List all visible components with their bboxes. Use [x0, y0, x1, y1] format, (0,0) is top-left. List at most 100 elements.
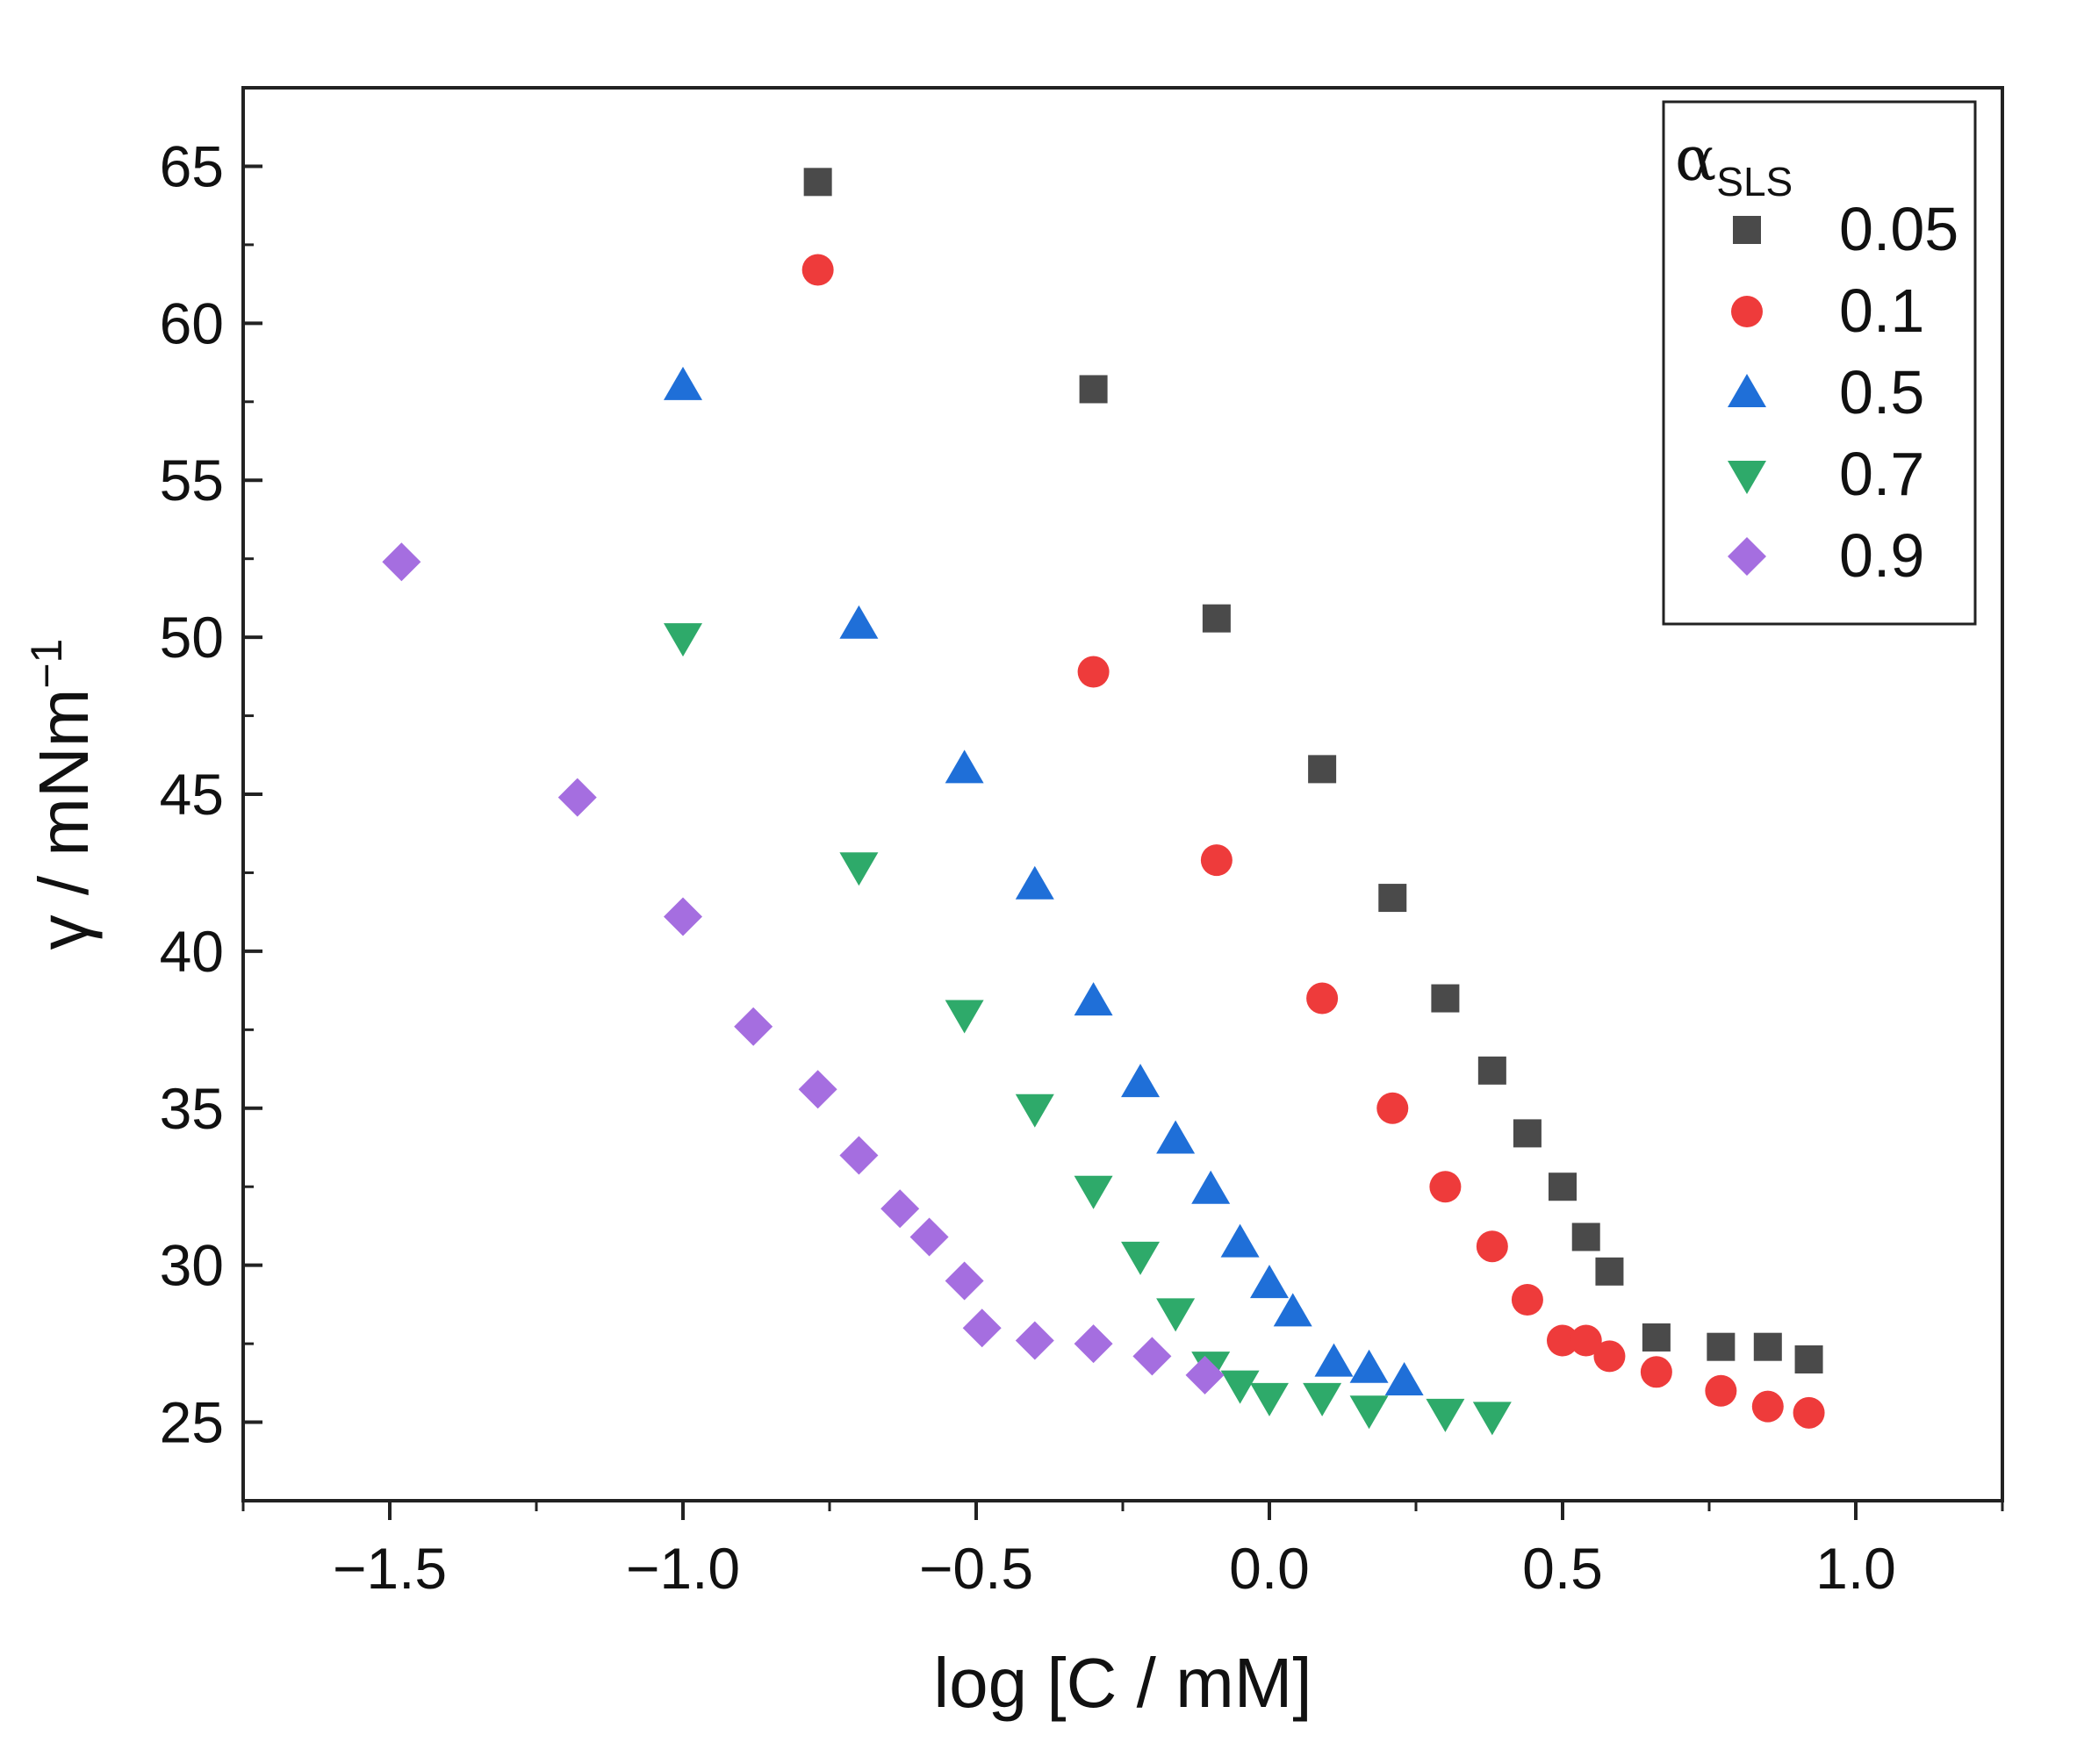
data-point: [1349, 1395, 1389, 1430]
data-point: [945, 1261, 984, 1301]
data-point: [1132, 1337, 1172, 1376]
data-point: [1547, 1324, 1578, 1357]
legend-marker: [1728, 374, 1766, 407]
data-point: [1308, 755, 1337, 784]
data-point: [798, 1070, 837, 1109]
data-point: [1431, 984, 1460, 1013]
data-point: [1640, 1356, 1672, 1388]
y-tick-label: 45: [160, 762, 224, 827]
data-point: [839, 605, 879, 639]
y-axis-title-superscript: −1: [22, 639, 71, 689]
data-point: [1751, 1390, 1784, 1423]
data-point: [1156, 1298, 1196, 1332]
y-tick-label: 60: [160, 290, 224, 355]
data-point: [1306, 982, 1339, 1015]
data-point: [1121, 1241, 1161, 1275]
data-point: [1015, 1094, 1054, 1128]
legend-marker: [1733, 216, 1761, 244]
data-point: [839, 852, 879, 886]
legend-label: 0.9: [1839, 521, 1924, 590]
data-point: [1384, 1362, 1424, 1396]
data-point: [1273, 1293, 1312, 1327]
series-0.9: [382, 542, 1225, 1395]
legend-title-subscript: SLS: [1716, 159, 1793, 204]
data-point: [664, 366, 702, 400]
legend-label: 0.7: [1839, 440, 1924, 508]
data-point: [1472, 1402, 1512, 1436]
data-point: [1250, 1382, 1289, 1416]
x-tick-label: 0.0: [1229, 1536, 1310, 1601]
data-point: [1595, 1257, 1624, 1286]
data-point: [880, 1189, 920, 1229]
data-point: [734, 1007, 773, 1046]
data-point: [1314, 1343, 1354, 1377]
legend-label: 0.05: [1839, 195, 1958, 263]
x-axis-title: log [C / mM]: [933, 1644, 1312, 1722]
y-tick-label: 35: [160, 1076, 224, 1141]
y-tick-label: 25: [160, 1390, 224, 1455]
data-point: [1593, 1340, 1626, 1373]
data-point: [664, 623, 702, 657]
series-0.5: [664, 366, 1424, 1396]
legend-marker: [1731, 296, 1763, 327]
x-tick-label: −1.5: [333, 1536, 447, 1601]
legend-item: 0.7: [1728, 440, 1924, 508]
data-point: [1074, 1175, 1113, 1209]
data-point: [1220, 1223, 1260, 1258]
legend-item: 0.1: [1731, 276, 1924, 345]
legend-marker: [1728, 461, 1766, 494]
series-0.05: [803, 168, 1823, 1373]
x-axis-ticks: −1.5 −1.0 −0.5 0.0 0.5 1.0: [241, 1501, 2004, 1601]
data-point: [1376, 1092, 1409, 1124]
data-point: [1378, 884, 1407, 913]
legend-label: 0.1: [1839, 276, 1924, 345]
data-point: [1015, 1321, 1054, 1360]
data-series: [382, 168, 1825, 1436]
data-point: [1513, 1119, 1542, 1148]
x-tick-label: 0.5: [1522, 1536, 1603, 1601]
legend-item: 0.05: [1733, 195, 1958, 263]
data-point: [1426, 1398, 1465, 1432]
data-point: [945, 1000, 984, 1034]
data-point: [664, 897, 702, 936]
data-point: [1477, 1056, 1506, 1085]
x-tick-label: −1.0: [626, 1536, 740, 1601]
data-point: [909, 1217, 949, 1257]
data-point: [1220, 1370, 1260, 1404]
data-point: [1794, 1345, 1823, 1373]
data-point: [803, 168, 832, 197]
data-point: [1753, 1332, 1782, 1361]
data-point: [1202, 604, 1231, 633]
x-tick-label: 1.0: [1815, 1536, 1896, 1601]
legend-item: 0.9: [1728, 521, 1924, 590]
data-point: [1570, 1324, 1602, 1357]
y-tick-label: 30: [160, 1233, 224, 1298]
data-point: [1079, 375, 1108, 404]
data-point: [945, 749, 984, 784]
data-point: [1349, 1349, 1389, 1383]
data-point: [1015, 865, 1054, 900]
data-point: [1429, 1171, 1462, 1203]
legend-label: 0.5: [1839, 358, 1924, 427]
data-point: [1121, 1064, 1161, 1098]
series-0.7: [664, 623, 1512, 1436]
data-point: [1707, 1332, 1736, 1361]
data-point: [1074, 982, 1113, 1016]
legend-title: αSLS: [1675, 123, 1793, 204]
data-point: [382, 542, 421, 582]
y-tick-label: 55: [160, 448, 224, 513]
series-0.1: [801, 254, 1825, 1429]
data-point: [1571, 1223, 1600, 1251]
data-point: [839, 1136, 879, 1175]
data-point: [1793, 1396, 1825, 1429]
data-point: [1074, 1324, 1113, 1364]
x-tick-label: −0.5: [919, 1536, 1033, 1601]
data-point: [1476, 1230, 1508, 1263]
data-point: [1077, 656, 1110, 688]
data-point: [1303, 1382, 1342, 1416]
data-point: [1200, 844, 1233, 877]
y-tick-label: 65: [160, 133, 224, 198]
data-point: [1250, 1265, 1289, 1299]
legend-marker: [1728, 537, 1766, 576]
